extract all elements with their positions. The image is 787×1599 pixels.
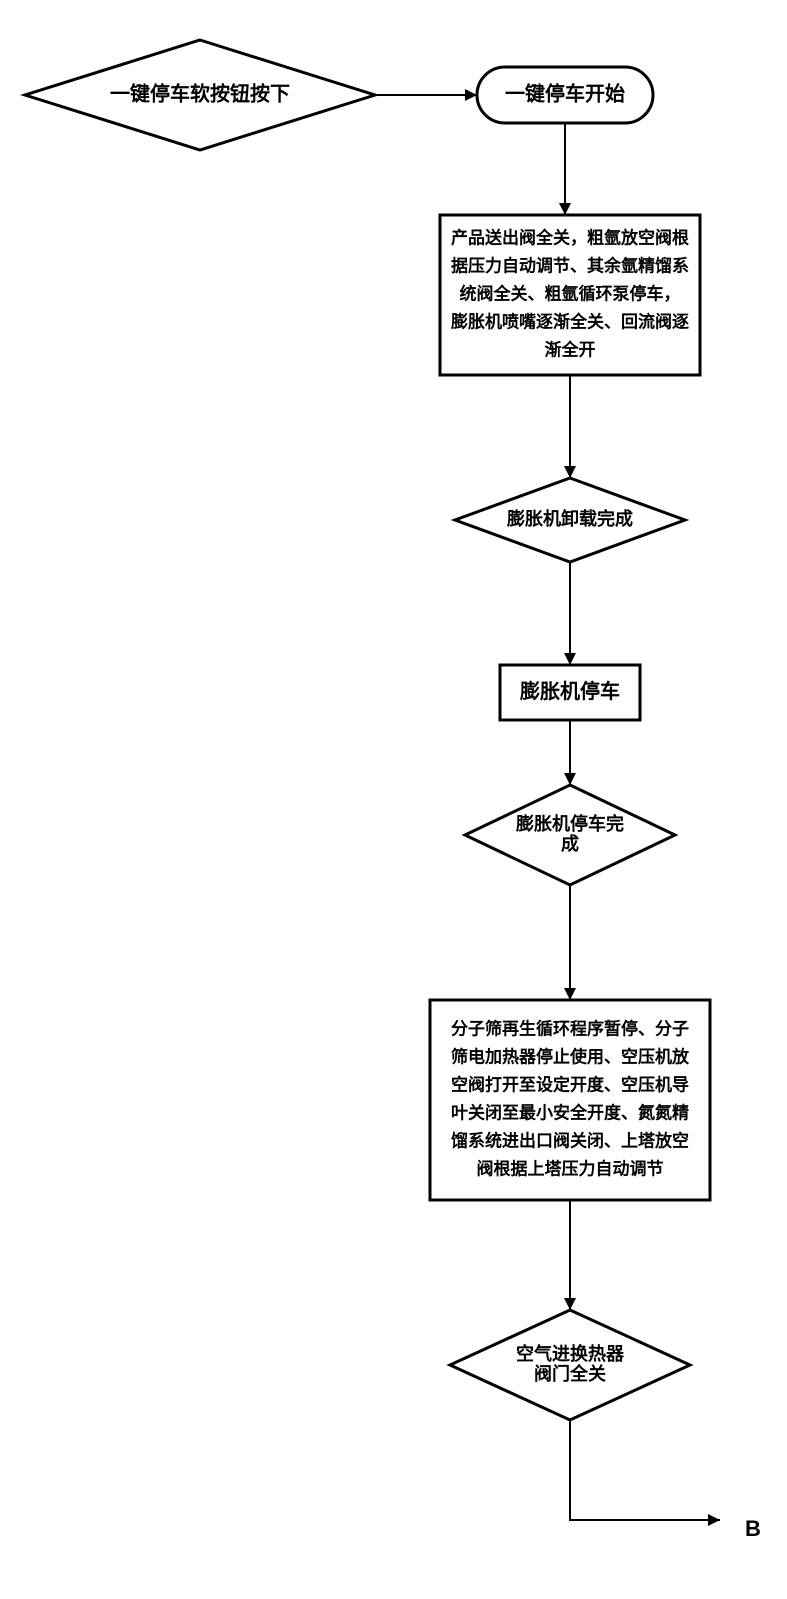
arrow-head: [559, 203, 571, 215]
node-text: 一键停车软按钮按下: [110, 81, 290, 105]
node-text: 空气进换热器: [516, 1343, 625, 1364]
arrow-head: [708, 1514, 720, 1526]
node-text: 渐全开: [545, 339, 596, 359]
node-text: 阀根据上塔压力自动调节: [477, 1158, 664, 1178]
arrow-head: [564, 988, 576, 1000]
node-text: 空阀打开至设定开度、空压机导: [451, 1074, 689, 1094]
arrow-head: [564, 653, 576, 665]
node-text: 膨胀机停车完: [515, 813, 624, 834]
arrow-head: [564, 773, 576, 785]
node-text: 统阀全关、粗氩循环泵停车，: [460, 283, 681, 303]
arrow-head: [465, 89, 477, 101]
flowchart-canvas: 一键停车软按钮按下 一键停车开始产品送出阀全关，粗氩放空阀根据压力自动调节、其余氩…: [0, 0, 787, 1599]
node-text: 一键停车开始: [505, 81, 625, 105]
node-text: 膨胀机喷嘴逐渐全关、回流阀逐: [451, 311, 689, 331]
flow-edge: [570, 1420, 720, 1520]
node-text: 馏系统进出口阀关闭、上塔放空: [451, 1130, 689, 1150]
node-text: 产品送出阀全关，粗氩放空阀根: [451, 227, 689, 247]
node-text: 阀门全关: [534, 1363, 606, 1384]
node-text: 成: [561, 833, 579, 854]
node-text: 膨胀机停车: [519, 679, 620, 703]
arrow-head: [564, 1298, 576, 1310]
node-text: 据压力自动调节、其余氩精馏系: [451, 255, 689, 275]
node-text: B: [745, 1516, 761, 1541]
node-text: 分子筛再生循环程序暂停、分子: [451, 1018, 689, 1038]
node-text: 膨胀机卸载完成: [506, 508, 633, 529]
arrow-head: [564, 466, 576, 478]
node-text: 叶关闭至最小安全开度、氮氮精: [451, 1102, 689, 1122]
node-text: 筛电加热器停止使用、空压机放: [451, 1046, 690, 1066]
